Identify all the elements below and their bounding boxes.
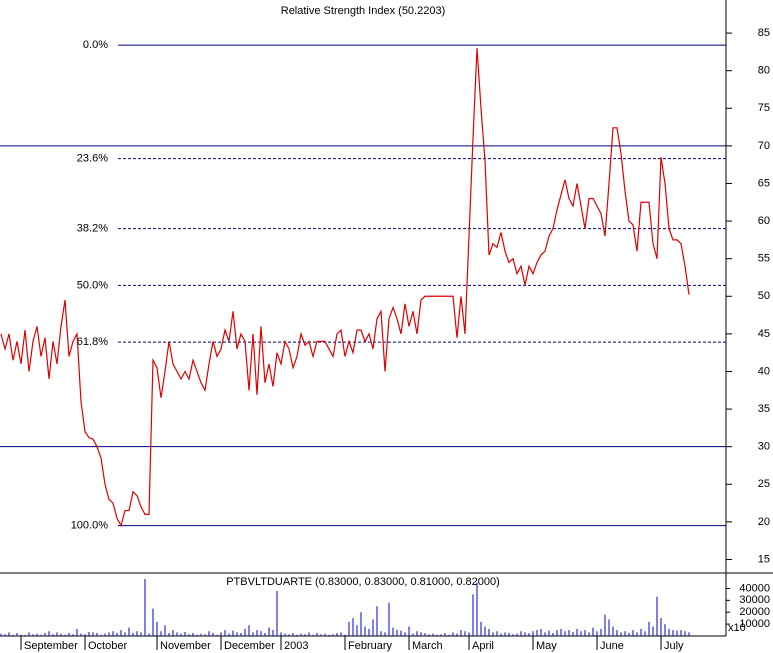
x-tick-label: May — [536, 640, 557, 652]
x-tick-label: September — [24, 640, 78, 652]
x-tick-label: March — [412, 640, 443, 652]
y-tick-label: 20 — [758, 516, 770, 528]
x-tick-label: July — [664, 640, 684, 652]
y-tick-label: 45 — [758, 328, 770, 340]
y-tick-label: 75 — [758, 102, 770, 114]
volume-tick-label: 20000 — [739, 606, 770, 618]
y-tick-label: 85 — [758, 27, 770, 39]
y-tick-label: 65 — [758, 177, 770, 189]
x-tick-label: November — [160, 640, 211, 652]
y-tick-label: 50 — [758, 290, 770, 302]
y-tick-label: 70 — [758, 140, 770, 152]
fib-label: 61.8% — [77, 336, 108, 348]
fib-label: 100.0% — [71, 520, 109, 532]
fib-label: 38.2% — [77, 223, 108, 235]
rsi-line — [0, 48, 690, 528]
x-tick-label: October — [88, 640, 127, 652]
volume-title: PTBVLTDUARTE (0.83000, 0.83000, 0.81000,… — [226, 576, 500, 588]
volume-tick-label: 40000 — [739, 582, 770, 594]
chart-title: Relative Strength Index (50.2203) — [281, 5, 446, 17]
volume-scale-label: x10 — [728, 622, 746, 634]
y-tick-label: 60 — [758, 215, 770, 227]
fib-label: 50.0% — [77, 279, 108, 291]
volume-tick-label: 10000 — [739, 618, 770, 630]
x-tick-label: 2003 — [284, 640, 308, 652]
volume-tick-label: 30000 — [739, 594, 770, 606]
x-tick-label: June — [600, 640, 624, 652]
y-tick-label: 30 — [758, 441, 770, 453]
fib-label: 23.6% — [77, 153, 108, 165]
x-tick-label: February — [348, 640, 393, 652]
y-tick-label: 40 — [758, 365, 770, 377]
y-tick-label: 15 — [758, 553, 770, 565]
y-tick-label: 80 — [758, 65, 770, 77]
x-tick-label: December — [224, 640, 275, 652]
x-tick-label: April — [472, 640, 494, 652]
y-tick-label: 55 — [758, 253, 770, 265]
fib-label: 0.0% — [83, 39, 108, 51]
y-tick-label: 35 — [758, 403, 770, 415]
y-tick-label: 25 — [758, 478, 770, 490]
